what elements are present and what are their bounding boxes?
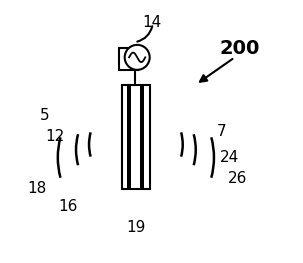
Text: 12: 12	[45, 129, 65, 144]
Text: 16: 16	[58, 199, 78, 214]
Text: 18: 18	[27, 181, 47, 196]
Bar	[127, 85, 132, 189]
Bar	[122, 85, 150, 189]
Text: 200: 200	[220, 39, 260, 58]
Bar	[119, 48, 138, 70]
Circle shape	[125, 45, 150, 70]
Text: 26: 26	[228, 171, 247, 186]
Bar	[140, 85, 145, 189]
Text: 7: 7	[217, 124, 227, 139]
Text: 24: 24	[220, 150, 239, 165]
Text: 5: 5	[40, 108, 50, 123]
Text: 19: 19	[126, 220, 145, 235]
Text: 14: 14	[142, 15, 161, 30]
